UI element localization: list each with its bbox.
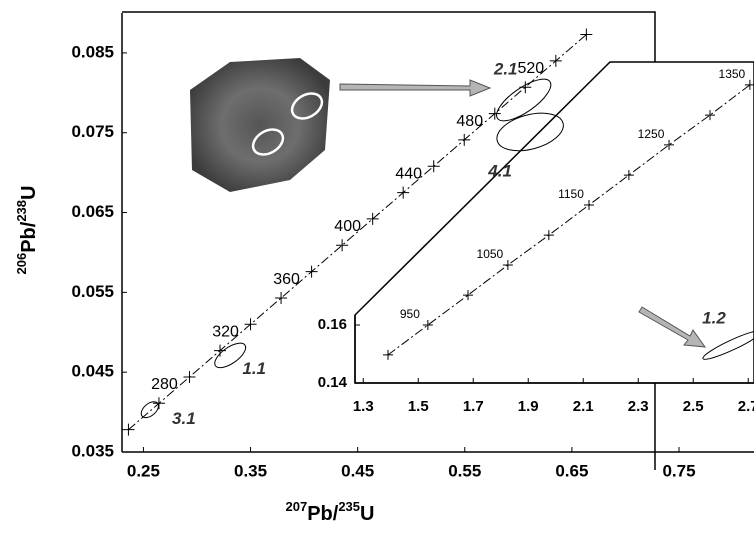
x-tick-label: 2.1: [573, 398, 594, 415]
age-cross: [458, 133, 471, 146]
ellipse-label: 4.1: [487, 161, 512, 180]
age-label: 360: [273, 271, 300, 288]
axis-title-part: U: [18, 186, 40, 200]
age-cross: [664, 139, 675, 150]
concordia-line: [387, 84, 751, 356]
age-cross: [463, 290, 474, 301]
age-label: 400: [334, 218, 361, 235]
age-label: 520: [517, 60, 544, 77]
x-tick-label: 1.3: [353, 398, 374, 415]
ellipse-label: 2.1: [493, 59, 518, 78]
age-label: 1050: [477, 247, 504, 261]
age-cross: [744, 79, 754, 90]
x-tick-label: 2.7: [738, 398, 754, 415]
axis-title-part: 207: [286, 499, 308, 514]
y-tick-label: 0.085: [71, 42, 114, 61]
age-label: 1250: [638, 127, 665, 141]
age-cross: [244, 318, 257, 331]
age-cross: [275, 291, 288, 304]
x-tick-label: 1.5: [408, 398, 429, 415]
x-tick-label: 0.25: [127, 461, 160, 480]
x-tick-label: 0.45: [341, 461, 374, 480]
age-cross: [397, 186, 410, 199]
age-cross: [543, 230, 554, 241]
y-tick-label: 0.065: [71, 202, 114, 221]
arrow: [339, 79, 492, 97]
age-cross: [183, 370, 196, 383]
x-tick-label: 1.7: [463, 398, 484, 415]
age-cross: [366, 212, 379, 225]
age-cross: [152, 397, 165, 410]
age-label: 950: [400, 307, 420, 321]
age-label: 480: [456, 113, 483, 130]
x-tick-label: 0.35: [234, 461, 267, 480]
y-tick-label: 0.045: [71, 362, 114, 381]
age-cross: [488, 107, 501, 120]
age-cross: [336, 239, 349, 252]
age-cross: [623, 170, 634, 181]
age-cross: [549, 54, 562, 67]
ellipse-label: 1.1: [242, 359, 266, 378]
concordia-line: [128, 34, 587, 431]
y-tick-label: 0.16: [318, 316, 347, 333]
error-ellipse: [140, 401, 159, 419]
ellipse-label: 1.2: [702, 308, 726, 327]
x-tick-label: 0.55: [448, 461, 481, 480]
axis-title: 206Pb/238U: [14, 186, 40, 275]
age-cross: [502, 259, 513, 270]
age-label: 440: [395, 165, 422, 182]
error-ellipse: [496, 78, 552, 122]
age-cross: [584, 199, 595, 210]
arrow: [638, 306, 707, 348]
age-label: 1350: [719, 67, 746, 81]
x-tick-label: 0.75: [662, 461, 695, 480]
ellipse-label: 3.1: [172, 409, 196, 428]
age-cross: [580, 28, 593, 41]
age-cross: [305, 265, 318, 278]
axis-title-part: 235: [338, 499, 360, 514]
age-label: 1150: [558, 187, 584, 201]
error-ellipse: [702, 330, 754, 360]
age-cross: [427, 160, 440, 173]
y-tick-label: 0.035: [71, 441, 114, 460]
error-ellipse: [214, 342, 247, 369]
y-tick-label: 0.14: [318, 374, 348, 391]
y-tick-label: 0.075: [71, 122, 114, 141]
age-label: 320: [212, 324, 239, 341]
x-tick-label: 2.3: [628, 398, 649, 415]
axis-title-part: 238: [14, 200, 29, 222]
axis-title-part: Pb/: [307, 503, 339, 525]
age-label: 280: [151, 376, 178, 393]
x-tick-label: 0.65: [555, 461, 588, 480]
axis-title-part: 206: [14, 253, 29, 275]
x-tick-label: 2.5: [683, 398, 704, 415]
x-tick-label: 1.9: [518, 398, 539, 415]
axis-title-part: Pb/: [18, 221, 40, 253]
age-cross: [422, 320, 433, 331]
age-cross: [122, 423, 135, 436]
y-tick-label: 0.055: [71, 282, 114, 301]
axis-title: 207Pb/235U: [286, 499, 375, 525]
age-cross: [382, 349, 393, 360]
error-ellipse: [496, 112, 564, 152]
axis-title-part: U: [360, 503, 374, 525]
age-cross: [705, 110, 716, 121]
